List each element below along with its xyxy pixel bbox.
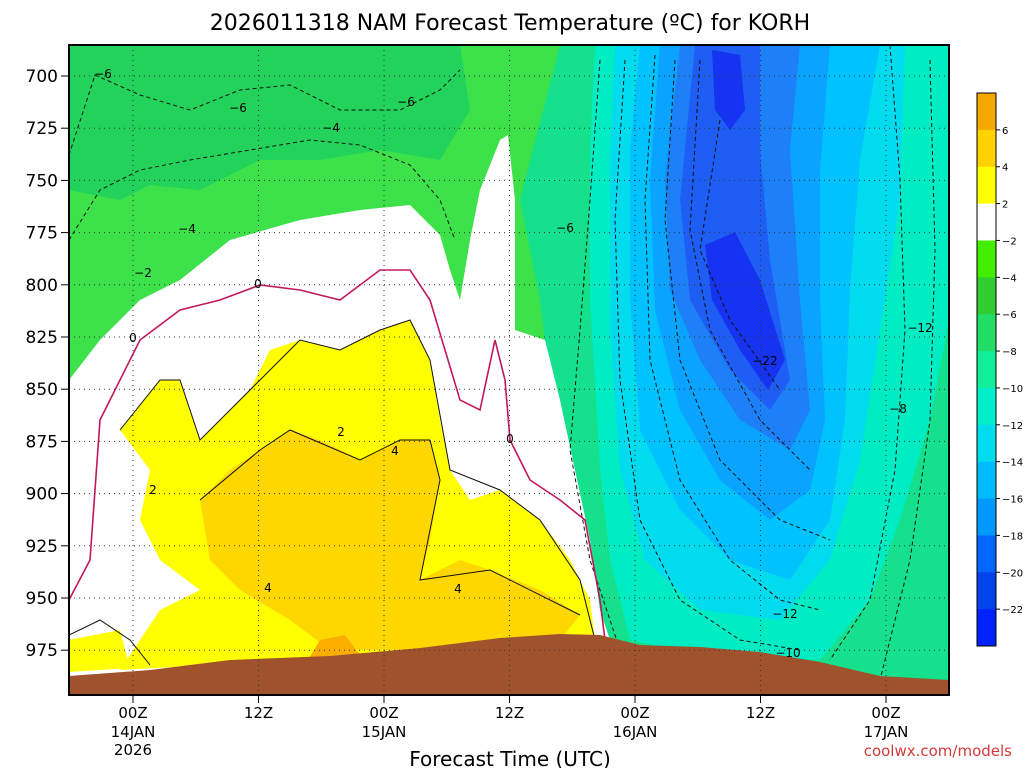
y-tick-label: 825 (26, 328, 58, 348)
contour-label: −10 (775, 646, 800, 660)
contour-label: 0 (506, 432, 514, 446)
colorbar-label: −8 (1002, 347, 1017, 358)
contour-label: −6 (556, 221, 574, 235)
y-tick-label: 925 (26, 537, 58, 557)
contour-label: 0 (129, 331, 137, 345)
y-tick-label: 725 (26, 119, 58, 139)
band-minus6 (69, 45, 470, 200)
colorbar-label: −18 (1002, 531, 1023, 542)
contour-label: 2 (337, 425, 345, 439)
colorbar-swatch (977, 461, 996, 500)
colorbar-swatch (977, 314, 996, 352)
colorbar-label: −2 (1002, 236, 1017, 247)
contour-label: 0 (254, 277, 262, 291)
chart-title: 2026011318 NAM Forecast Temperature (ºC)… (210, 11, 810, 36)
colorbar-swatch (977, 351, 996, 389)
contour-label: −4 (322, 121, 340, 135)
contour-label: −4 (178, 222, 196, 236)
x-tick-hour: 00Z (118, 704, 147, 722)
contour-label: −8 (889, 402, 907, 416)
y-tick-label: 700 (26, 67, 58, 87)
colorbar-swatch (977, 166, 996, 205)
y-tick-label: 800 (26, 276, 58, 296)
contour-label: 4 (264, 581, 272, 595)
colorbar-label: −20 (1002, 568, 1023, 579)
colorbar-swatch (977, 609, 996, 647)
colorbar-label: −10 (1002, 384, 1023, 395)
colorbar-label: −12 (1002, 421, 1023, 432)
colorbar-label: 2 (1002, 200, 1008, 211)
contours-positive (69, 319, 596, 666)
colorbar-swatch (977, 387, 996, 426)
contour-label: −22 (752, 354, 777, 368)
colorbar-swatch (977, 572, 996, 610)
colorbar-label: −16 (1002, 495, 1023, 506)
y-axis: 700 725 750 775 800 825 850 875 900 925 950 975 (26, 67, 69, 661)
x-tick-hour: 00Z (871, 704, 900, 722)
band-plus4 (200, 430, 580, 650)
contour-label: 4 (391, 444, 399, 458)
band-minus22 (705, 50, 785, 390)
y-tick-label: 850 (26, 380, 58, 400)
contour-label: −12 (772, 607, 797, 621)
plot-area: −6 −6 −6 −4 −4 −6 −2 0 0 0 2 2 4 4 4 −22 −12 −8 −12 −10 (69, 45, 949, 695)
y-tick-label: 950 (26, 589, 58, 609)
colorbar-label: −22 (1002, 605, 1023, 616)
contour-label: −6 (229, 101, 247, 115)
colorbar-label: −14 (1002, 458, 1023, 469)
colorbar-swatch (977, 535, 996, 573)
contour-label: −2 (134, 266, 152, 280)
contour-label: −6 (94, 67, 112, 81)
x-tick-hour: 12Z (746, 704, 775, 722)
x-tick-hour: 00Z (369, 704, 398, 722)
grid (69, 45, 949, 695)
y-tick-label: 750 (26, 171, 58, 191)
colorbar-swatch (977, 129, 996, 168)
x-tick-hour: 12Z (244, 704, 273, 722)
terrain (69, 634, 949, 695)
contour-label: −12 (907, 321, 932, 335)
contour-zero (69, 269, 606, 641)
x-tick-year: 2026 (114, 741, 152, 759)
colorbar-label: 6 (1002, 126, 1008, 137)
x-tick-hour: 12Z (495, 704, 524, 722)
colorbar-label: −6 (1002, 310, 1017, 321)
contours-negative (69, 45, 936, 681)
x-tick-date: 16JAN (613, 723, 658, 741)
colorbar: 6 4 2 −2 −4 −6 −8 −10 −12 −14 −16 −18 −20 −22 (976, 92, 1023, 647)
y-tick-label: 775 (26, 224, 58, 244)
y-tick-label: 875 (26, 432, 58, 452)
contour-label: 2 (149, 483, 157, 497)
x-axis-label: Forecast Time (UTC) (409, 747, 611, 768)
contour-label: −6 (397, 95, 415, 109)
colorbar-swatch (977, 93, 996, 131)
x-tick-date: 14JAN (111, 723, 156, 741)
colorbar-swatch (977, 424, 996, 463)
x-tick-date: 15JAN (362, 723, 407, 741)
credit-text: coolwx.com/models (864, 742, 1012, 760)
contour-labels: −6 −6 −6 −4 −4 −6 −2 0 0 0 2 2 4 4 4 −22 −12 −8 −12 −10 (94, 67, 933, 660)
x-tick-hour: 00Z (620, 704, 649, 722)
y-tick-label: 900 (26, 485, 58, 505)
y-tick-label: 975 (26, 641, 58, 661)
colorbar-label: 4 (1002, 163, 1008, 174)
contour-label: 4 (454, 582, 462, 596)
colorbar-swatch (977, 277, 996, 315)
colorbar-border (976, 92, 997, 647)
colorbar-swatch (977, 498, 996, 536)
colorbar-label: −4 (1002, 273, 1017, 284)
colorbar-swatch (977, 203, 996, 241)
colorbar-swatch (977, 240, 996, 278)
x-tick-date: 17JAN (864, 723, 909, 741)
